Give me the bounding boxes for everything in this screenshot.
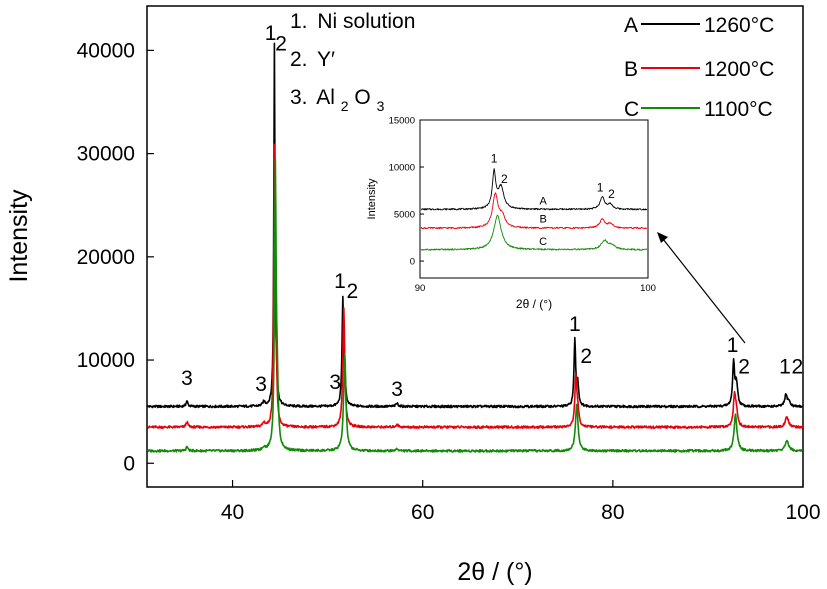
inset-x-tick-label: 100 (640, 283, 656, 294)
inset-x-axis-title: 2θ / (°) (516, 297, 552, 311)
y-axis-title: Intensity (5, 189, 33, 283)
legend-letter: C (624, 98, 639, 121)
inset-y-tick-label: 5000 (394, 210, 415, 221)
peak-label: 3 (329, 371, 341, 394)
series-group (146, 42, 804, 453)
y-tick-label: 10000 (77, 349, 135, 372)
peak-label: 2 (580, 345, 592, 368)
phase-key-item-3: 3. Al 2 O 3 (290, 86, 385, 116)
legend: A 1260°C B 1200°C C 1100°C (624, 14, 774, 121)
inset-y-tick-label: 10000 (389, 163, 415, 174)
legend-label: 1260°C (704, 14, 774, 37)
inset-y-tick-label: 0 (410, 257, 415, 268)
inset-peak-label: 2 (501, 172, 508, 186)
inset-series-line-A (421, 168, 648, 211)
phase-key: 1. Ni solution 2. Y′ 3. Al 2 O 3 (290, 10, 415, 116)
inset-series-line-C (420, 214, 648, 251)
peak-label: 3 (391, 378, 403, 401)
phase-key-item-2: 2. Y′ (290, 48, 335, 71)
peak-label: 1 (334, 270, 346, 293)
inset-x-tick-label: 90 (415, 283, 426, 294)
legend-label: 1100°C (704, 98, 773, 121)
inset-peak-label: 1 (491, 151, 498, 165)
inset-peak-label: 1 (597, 180, 604, 194)
inset-peak-label: 2 (608, 187, 615, 201)
inset-y-axis-ticks: 0 5000 10000 15000 (389, 116, 424, 268)
x-tick-label: 100 (785, 501, 820, 524)
inset-series-line-B (420, 192, 648, 230)
phase-key-item-1: 1. Ni solution (290, 10, 415, 33)
x-axis-ticks: 40 60 80 100 (221, 480, 821, 524)
peak-label: 1 (779, 355, 791, 378)
inset-series-group (420, 168, 648, 251)
arrow-head (657, 232, 668, 243)
peak-label: 1 (727, 334, 739, 357)
legend-label: 1200°C (704, 58, 774, 81)
peak-label: 3 (255, 373, 267, 396)
peak-label: 1 (265, 22, 277, 45)
inset-y-axis-title: Intensity (366, 178, 378, 219)
legend-letter: A (624, 14, 638, 37)
series-line-C (147, 158, 804, 453)
x-tick-label: 40 (221, 501, 244, 524)
inset-curve-label: C (539, 236, 547, 248)
series-line-A (146, 42, 804, 409)
inset-curve-label: B (539, 214, 546, 226)
x-axis-title: 2θ / (°) (457, 558, 532, 586)
peak-label: 3 (181, 367, 193, 390)
x-tick-label: 60 (411, 501, 434, 524)
inset-curve-label: A (539, 196, 547, 208)
series-line-B (147, 143, 804, 430)
y-tick-label: 20000 (77, 246, 135, 269)
inset-y-tick-label: 15000 (389, 116, 415, 127)
y-tick-label: 0 (123, 452, 135, 475)
inset-frame (419, 119, 649, 279)
legend-letter: B (624, 58, 638, 81)
peak-label: 2 (275, 32, 287, 55)
x-tick-label: 80 (601, 501, 624, 524)
inset-pointer-arrow (657, 232, 746, 344)
y-axis-ticks: 0 10000 20000 30000 40000 (77, 39, 154, 475)
peak-label: 1 (569, 313, 581, 336)
peak-label: 2 (347, 280, 359, 303)
plot-frame (146, 5, 804, 488)
peak-label: 2 (738, 355, 750, 378)
y-tick-label: 40000 (77, 39, 135, 62)
y-tick-label: 30000 (77, 143, 135, 166)
peak-label: 2 (791, 355, 803, 378)
inset-x-axis-ticks: 90 100 (415, 274, 656, 294)
